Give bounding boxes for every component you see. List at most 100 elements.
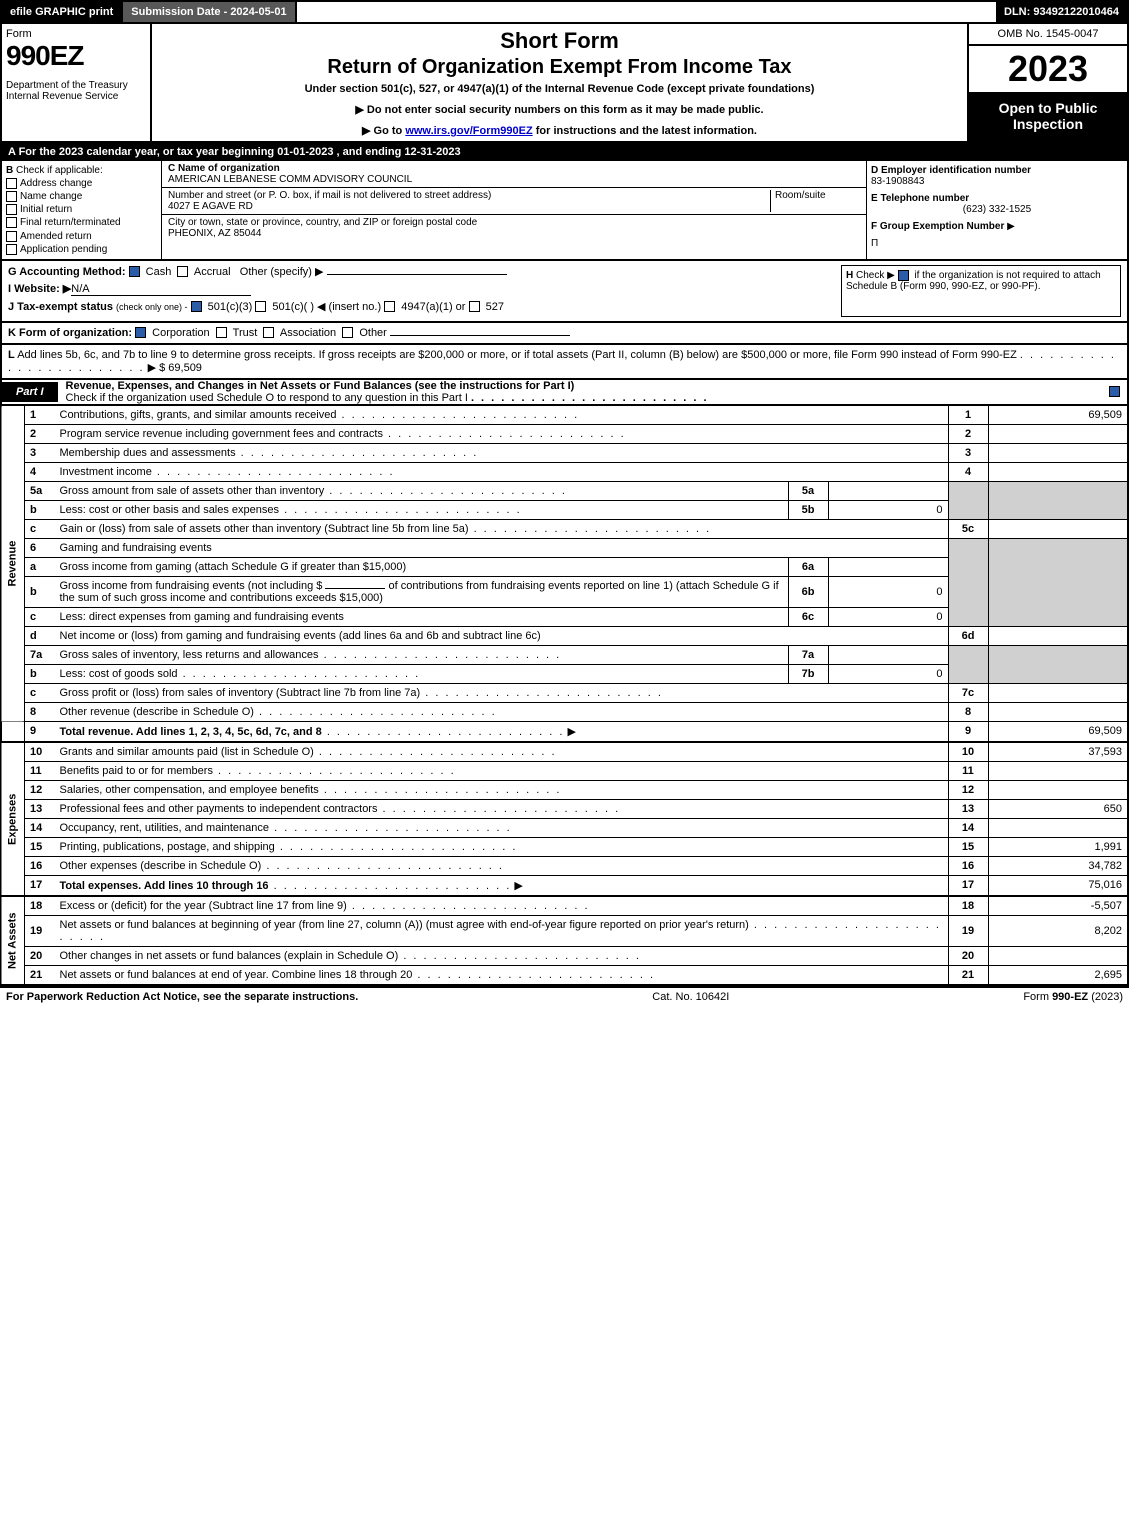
- part1-subtitle: Check if the organization used Schedule …: [66, 392, 468, 404]
- l8-val: [988, 702, 1128, 721]
- l9-val: 69,509: [988, 721, 1128, 742]
- form-header: Form 990EZ Department of the Treasury In…: [0, 24, 1129, 143]
- chk-pending[interactable]: [6, 244, 17, 255]
- d-label: D Employer identification number: [871, 165, 1123, 176]
- section-def: D Employer identification number 83-1908…: [867, 161, 1127, 259]
- b-item-4: Amended return: [20, 231, 92, 242]
- omb-number: OMB No. 1545-0047: [969, 24, 1127, 46]
- footer-right-form: 990-EZ: [1052, 991, 1088, 1003]
- l-text: Add lines 5b, 6c, and 7b to line 9 to de…: [17, 349, 1017, 361]
- l7b-subval: 0: [828, 664, 948, 683]
- l1-val: 69,509: [988, 406, 1128, 425]
- l3-desc: Membership dues and assessments: [60, 447, 236, 459]
- return-title: Return of Organization Exempt From Incom…: [156, 56, 963, 79]
- chk-part1-scho[interactable]: [1109, 386, 1120, 397]
- l3-num: 3: [25, 443, 55, 462]
- d-value: 83-1908843: [871, 176, 1123, 187]
- c-street-value: 4027 E AGAVE RD: [168, 201, 770, 212]
- info-grid: B Check if applicable: Address change Na…: [0, 161, 1129, 261]
- g-cash: Cash: [146, 266, 172, 278]
- l-label: L: [8, 349, 15, 361]
- l20-desc: Other changes in net assets or fund bala…: [60, 950, 399, 962]
- l10-val: 37,593: [988, 742, 1128, 762]
- l19-val: 8,202: [988, 915, 1128, 946]
- f-label: F Group Exemption Number: [871, 221, 1004, 232]
- b-item-1: Name change: [20, 191, 82, 202]
- l18-num: 18: [25, 896, 55, 916]
- l5a-sub: 5a: [788, 481, 828, 500]
- l21-box: 21: [948, 965, 988, 985]
- l6-desc: Gaming and fundraising events: [55, 538, 949, 557]
- chk-amended[interactable]: [6, 231, 17, 242]
- l6d-desc: Net income or (loss) from gaming and fun…: [60, 630, 541, 642]
- section-j: J Tax-exempt status (check only one) - 5…: [8, 300, 841, 313]
- part1-dots: [471, 392, 709, 404]
- chk-initial[interactable]: [6, 204, 17, 215]
- dept-treasury: Department of the Treasury Internal Reve…: [6, 80, 146, 102]
- l14-num: 14: [25, 818, 55, 837]
- chk-527[interactable]: [469, 301, 480, 312]
- l9-desc: Total revenue. Add lines 1, 2, 3, 4, 5c,…: [60, 726, 322, 738]
- l7a-desc: Gross sales of inventory, less returns a…: [60, 649, 319, 661]
- l10-box: 10: [948, 742, 988, 762]
- chk-h[interactable]: [898, 270, 909, 281]
- l13-dots: [377, 803, 620, 815]
- chk-accrual[interactable]: [177, 266, 188, 277]
- b-item-5: Application pending: [20, 244, 107, 255]
- l6-shade-val: [988, 538, 1128, 626]
- chk-cash[interactable]: [129, 266, 140, 277]
- i-value: N/A: [71, 283, 251, 296]
- l6d-num: d: [25, 626, 55, 645]
- chk-trust[interactable]: [216, 327, 227, 338]
- footer-right-prefix: Form: [1023, 991, 1052, 1003]
- chk-assoc[interactable]: [263, 327, 274, 338]
- chk-final[interactable]: [6, 217, 17, 228]
- l7-shade-val: [988, 645, 1128, 683]
- g-label: G Accounting Method:: [8, 266, 126, 278]
- l12-num: 12: [25, 780, 55, 799]
- form-number: 990EZ: [6, 40, 146, 72]
- g-other-input[interactable]: [327, 274, 507, 275]
- l18-val: -5,507: [988, 896, 1128, 916]
- l6a-desc: Gross income from gaming (attach Schedul…: [60, 561, 407, 573]
- vlabel-expenses: Expenses: [1, 742, 25, 896]
- l13-val: 650: [988, 799, 1128, 818]
- open-public: Open to Public Inspection: [969, 94, 1127, 141]
- j-opt3: 4947(a)(1) or: [401, 301, 465, 313]
- chk-name[interactable]: [6, 191, 17, 202]
- part1-title-text: Revenue, Expenses, and Changes in Net As…: [66, 380, 575, 392]
- chk-address[interactable]: [6, 178, 17, 189]
- dln-label: DLN: 93492122010464: [996, 2, 1127, 22]
- l2-box: 2: [948, 424, 988, 443]
- i-label: I Website: ▶: [8, 283, 71, 295]
- l6b-num: b: [25, 576, 55, 607]
- l12-dots: [319, 784, 562, 796]
- k-opt-2: Association: [280, 327, 336, 339]
- l6b-blank[interactable]: [325, 588, 385, 589]
- j-opt1: 501(c)(3): [208, 301, 253, 313]
- chk-501c3[interactable]: [191, 301, 202, 312]
- under-section: Under section 501(c), 527, or 4947(a)(1)…: [156, 83, 963, 95]
- f-arrow: ▶: [1007, 221, 1015, 232]
- chk-4947[interactable]: [384, 301, 395, 312]
- l7c-box: 7c: [948, 683, 988, 702]
- k-other-input[interactable]: [390, 335, 570, 336]
- l7a-subval: [828, 645, 948, 664]
- chk-501c[interactable]: [255, 301, 266, 312]
- l20-num: 20: [25, 946, 55, 965]
- section-c: C Name of organization AMERICAN LEBANESE…: [162, 161, 867, 259]
- irs-link[interactable]: www.irs.gov/Form990EZ: [405, 125, 532, 137]
- l21-desc: Net assets or fund balances at end of ye…: [60, 969, 413, 981]
- l6d-box: 6d: [948, 626, 988, 645]
- l3-val: [988, 443, 1128, 462]
- g-other: Other (specify) ▶: [240, 266, 324, 278]
- l5b-num: b: [25, 500, 55, 519]
- instr2-prefix: ▶ Go to: [362, 125, 405, 137]
- vlabel-revenue: Revenue: [1, 406, 25, 722]
- l2-val: [988, 424, 1128, 443]
- chk-other-org[interactable]: [342, 327, 353, 338]
- l11-num: 11: [25, 761, 55, 780]
- l5b-desc: Less: cost or other basis and sales expe…: [60, 504, 280, 516]
- l19-desc: Net assets or fund balances at beginning…: [60, 919, 749, 931]
- chk-corp[interactable]: [135, 327, 146, 338]
